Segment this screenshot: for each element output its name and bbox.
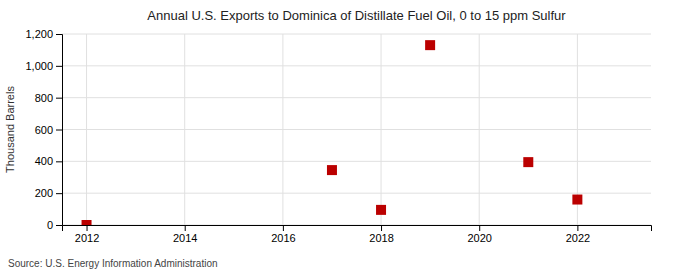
- tick: 800: [35, 92, 62, 104]
- tick: 2020: [467, 225, 491, 244]
- tick-label: 200: [35, 187, 53, 199]
- tick: 2018: [369, 225, 393, 244]
- tick-mark: [577, 225, 578, 231]
- tick-mark: [56, 193, 62, 194]
- tick-label: 2016: [271, 232, 295, 244]
- point: [572, 195, 582, 205]
- point: [523, 157, 533, 167]
- tick-label: 1,000: [25, 60, 53, 72]
- tick: 200: [35, 187, 62, 199]
- tick: 1,200: [25, 28, 62, 40]
- point: [425, 40, 435, 50]
- axis-line: [56, 35, 63, 226]
- tick: 1,000: [25, 60, 62, 72]
- tick: 0: [47, 219, 62, 231]
- tick: 2016: [271, 225, 295, 244]
- grid-line: [62, 97, 651, 98]
- source: Source: U.S. Energy Information Administ…: [8, 258, 218, 269]
- tick-mark: [87, 225, 88, 231]
- tick-label: 400: [35, 155, 53, 167]
- tick-label: 800: [35, 92, 53, 104]
- tick-label: 1,200: [25, 28, 53, 40]
- point: [327, 165, 337, 175]
- tick-mark: [56, 130, 62, 131]
- chart: 2012 2014 2016 2018 2020 2022 0 200 400 600 800 1,0…: [0, 0, 675, 275]
- tick-mark: [56, 34, 62, 35]
- plot-area: 2012 2014 2016 2018 2020 2022 0 200 400 600 800 1,0…: [25, 28, 651, 244]
- grid: [62, 34, 651, 225]
- point: [82, 220, 92, 225]
- grid-line: [62, 34, 651, 35]
- tick-mark: [479, 225, 480, 231]
- tick-mark: [381, 225, 382, 231]
- grid-line: [62, 193, 651, 194]
- tick-label: 0: [47, 219, 53, 231]
- tick-label: 2014: [173, 232, 197, 244]
- tick-label: 600: [35, 124, 53, 136]
- tick-label: 2018: [369, 232, 393, 244]
- tick-label: 2012: [75, 232, 99, 244]
- title: Annual U.S. Exports to Dominica of Disti…: [147, 8, 566, 23]
- tick: 400: [35, 155, 62, 167]
- x-axis: 2012 2014 2016 2018 2020 2022: [63, 225, 652, 244]
- point: [376, 205, 386, 215]
- tick: 600: [35, 124, 62, 136]
- y-axis-title: Thousand Barrels: [4, 86, 16, 173]
- tick-label: 2020: [467, 232, 491, 244]
- grid-line: [62, 65, 651, 66]
- grid-line: [62, 161, 651, 162]
- tick-mark: [56, 161, 62, 162]
- grid-line: [62, 129, 651, 130]
- points: [82, 40, 583, 225]
- tick-mark: [56, 66, 62, 67]
- y-axis: 0 200 400 600 800 1,000 1,200: [25, 28, 62, 231]
- tick-mark: [283, 225, 284, 231]
- tick-label: 2022: [566, 232, 590, 244]
- tick: 2012: [75, 225, 99, 244]
- tick-mark: [185, 225, 186, 231]
- tick: 2014: [173, 225, 197, 244]
- tick-mark: [56, 98, 62, 99]
- tick: 2022: [566, 225, 590, 244]
- axis-line: [63, 226, 652, 232]
- tick-mark: [56, 225, 62, 226]
